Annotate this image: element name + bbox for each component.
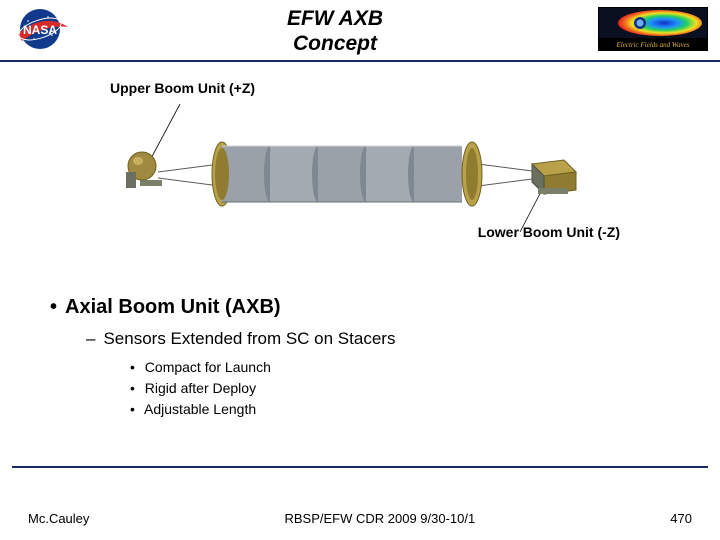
page-number: 470 bbox=[670, 511, 692, 526]
bullet-l2-text: Sensors Extended from SC on Stacers bbox=[103, 329, 395, 348]
bullet-dot-icon: • bbox=[130, 380, 135, 396]
slide-header: NASA EFW AXB Concept bbox=[0, 0, 720, 62]
nasa-logo: NASA bbox=[12, 7, 72, 56]
lower-sensor bbox=[532, 160, 576, 194]
bullet-level3: • Compact for Launch bbox=[130, 359, 670, 375]
bullet-l3-text-0: Compact for Launch bbox=[145, 359, 271, 375]
diagram-area: Upper Boom Unit (+Z) Lower Boom Unit (-Z… bbox=[0, 62, 720, 292]
bullet-l3-text-2: Adjustable Length bbox=[144, 401, 256, 417]
title-line-1: EFW AXB bbox=[72, 6, 598, 31]
efw-logo: RBSP-EFW Electric Fields and Waves bbox=[598, 7, 708, 56]
content-block: • Axial Boom Unit (AXB) –Sensors Extended… bbox=[0, 292, 720, 417]
slide-footer: Mc.Cauley RBSP/EFW CDR 2009 9/30-10/1 47… bbox=[0, 511, 720, 540]
bullet-dot-icon: • bbox=[130, 401, 135, 417]
cylinder-assembly bbox=[212, 142, 482, 206]
bullet-level1: • Axial Boom Unit (AXB) bbox=[50, 296, 670, 319]
bullet-level2: –Sensors Extended from SC on Stacers bbox=[86, 329, 670, 349]
slide-title: EFW AXB Concept bbox=[72, 6, 598, 56]
svg-text:Electric Fields and Waves: Electric Fields and Waves bbox=[615, 41, 689, 49]
footer-center: RBSP/EFW CDR 2009 9/30-10/1 bbox=[284, 511, 475, 526]
footer-author: Mc.Cauley bbox=[28, 511, 89, 526]
bullet-dash-icon: – bbox=[86, 329, 95, 348]
title-line-2: Concept bbox=[72, 31, 598, 56]
bullet-level3: • Rigid after Deploy bbox=[130, 380, 670, 396]
bullet-l1-text: Axial Boom Unit (AXB) bbox=[65, 296, 281, 318]
upper-sensor bbox=[126, 152, 162, 188]
axb-diagram bbox=[100, 94, 610, 264]
footer-rule bbox=[12, 466, 708, 468]
bullet-dot-icon: • bbox=[50, 296, 57, 318]
bullet-l3-text-1: Rigid after Deploy bbox=[145, 380, 256, 396]
bullet-level3: • Adjustable Length bbox=[130, 401, 670, 417]
bullet-dot-icon: • bbox=[130, 359, 135, 375]
